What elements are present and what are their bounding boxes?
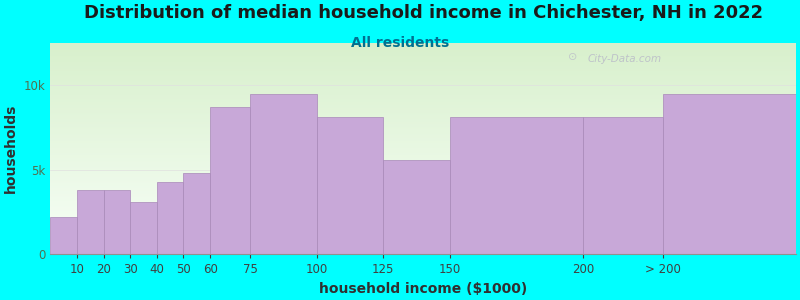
Bar <box>450 118 583 254</box>
Bar <box>103 190 130 254</box>
Text: City-Data.com: City-Data.com <box>587 54 662 64</box>
Bar <box>662 94 796 254</box>
Bar <box>77 190 103 254</box>
Bar <box>210 107 250 254</box>
Bar <box>157 182 183 254</box>
Bar <box>130 202 157 254</box>
Bar <box>183 173 210 254</box>
Bar <box>383 160 450 254</box>
Text: All residents: All residents <box>351 36 449 50</box>
Text: ⊙: ⊙ <box>569 52 578 61</box>
Bar <box>317 118 383 254</box>
Bar <box>250 94 317 254</box>
Bar <box>583 118 662 254</box>
Y-axis label: households: households <box>4 104 18 194</box>
X-axis label: household income ($1000): household income ($1000) <box>319 282 527 296</box>
Bar <box>50 217 77 254</box>
Title: Distribution of median household income in Chichester, NH in 2022: Distribution of median household income … <box>83 4 762 22</box>
